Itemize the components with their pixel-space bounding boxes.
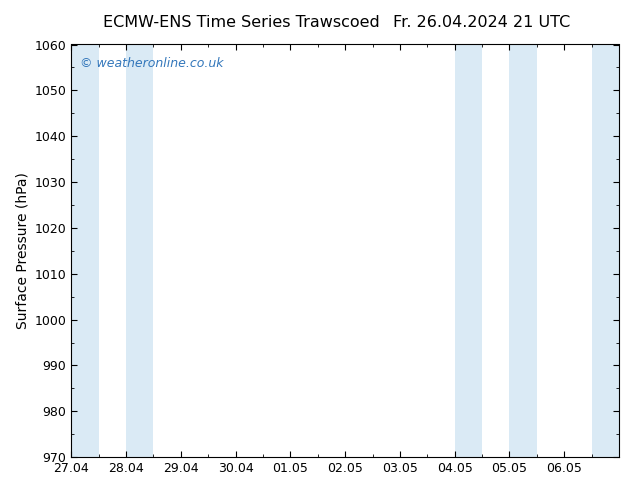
Bar — [126, 45, 153, 457]
Bar — [455, 45, 482, 457]
Text: ECMW-ENS Time Series Trawscoed: ECMW-ENS Time Series Trawscoed — [103, 15, 379, 30]
Bar — [592, 45, 619, 457]
Y-axis label: Surface Pressure (hPa): Surface Pressure (hPa) — [15, 172, 29, 329]
Bar — [71, 45, 99, 457]
Text: Fr. 26.04.2024 21 UTC: Fr. 26.04.2024 21 UTC — [393, 15, 571, 30]
Text: © weatheronline.co.uk: © weatheronline.co.uk — [79, 57, 223, 70]
Bar — [510, 45, 537, 457]
